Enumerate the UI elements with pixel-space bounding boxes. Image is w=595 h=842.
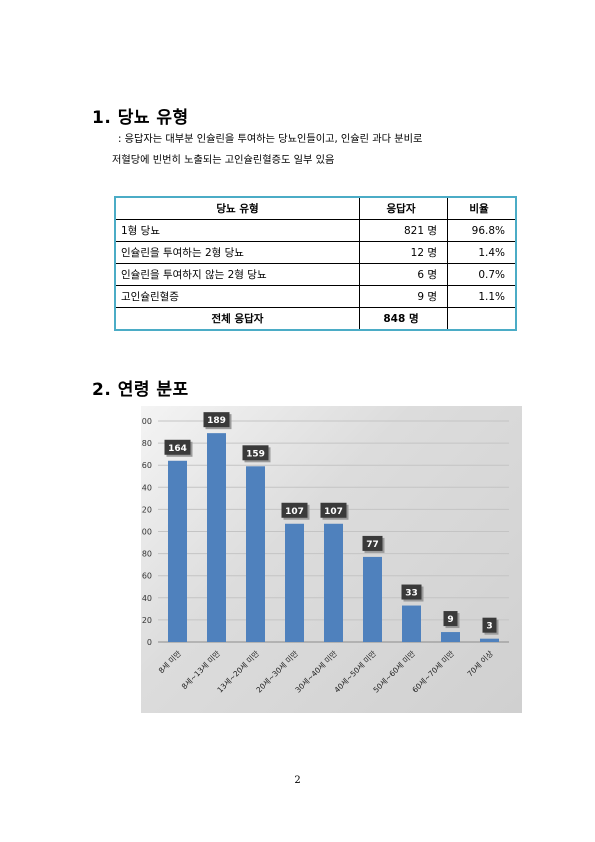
section-description-line-1: : 응답자는 대부분 인슐린을 투여하는 당뇨인들이고, 인슐린 과다 분비로 [118, 134, 423, 145]
data-label-box [164, 439, 191, 455]
y-tick-label: 160 [141, 461, 152, 470]
header-type: 당뇨 유형 [114, 196, 360, 220]
data-label-box [203, 412, 230, 428]
cell-type: 1형 당뇨 [114, 219, 360, 242]
section-description-line-2: 저혈당에 빈번히 노출되는 고인슐린혈증도 일부 있음 [112, 155, 335, 166]
data-label: 159 [246, 449, 265, 459]
cell-respondents: 6 명 [359, 263, 448, 286]
total-ratio [447, 307, 517, 331]
data-label: 189 [207, 416, 226, 426]
table-row: 고인슐린혈증 9 명 1.1% [114, 285, 517, 308]
y-tick-label: 80 [142, 550, 152, 559]
table-row: 인슐린을 투여하지 않는 2형 당뇨 6 명 0.7% [114, 263, 517, 286]
bar [168, 460, 187, 642]
table-row: 1형 당뇨 821 명 96.8% [114, 219, 517, 242]
header-ratio: 비율 [447, 196, 517, 220]
cell-ratio: 1.4% [447, 241, 517, 264]
bar [402, 605, 421, 642]
diabetes-type-table: 당뇨 유형 응답자 비율 1형 당뇨 821 명 96.8% 인슐린을 투여하는… [114, 196, 517, 331]
bar [363, 556, 382, 642]
data-label: 107 [324, 507, 343, 517]
data-label: 107 [285, 507, 304, 517]
cell-respondents: 9 명 [359, 285, 448, 308]
data-label-box [443, 611, 458, 627]
y-tick-label: 120 [141, 505, 152, 514]
cell-ratio: 0.7% [447, 263, 517, 286]
total-respondents: 848 명 [359, 307, 448, 331]
y-tick-label: 60 [142, 572, 152, 581]
cell-ratio: 96.8% [447, 219, 517, 242]
bar [324, 523, 343, 642]
bar [285, 523, 304, 642]
data-label: 9 [447, 615, 453, 625]
y-tick-label: 20 [142, 616, 152, 625]
bar [207, 433, 226, 642]
header-respondents: 응답자 [359, 196, 448, 220]
table-row: 인슐린을 투여하는 2형 당뇨 12 명 1.4% [114, 241, 517, 264]
cell-ratio: 1.1% [447, 285, 517, 308]
y-tick-label: 0 [147, 638, 152, 647]
section-title-diabetes-type: 1. 당뇨 유형 [92, 108, 189, 128]
cell-type: 고인슐린혈증 [114, 285, 360, 308]
data-label: 164 [168, 444, 187, 454]
bar [441, 632, 460, 642]
bar [246, 466, 265, 642]
chart-canvas: 0 20 40 60 80 100 120 140 160 180 200 164 8세 미만 189 8세… [141, 412, 509, 695]
total-label: 전체 응답자 [114, 307, 360, 331]
age-distribution-chart: 0 20 40 60 80 100 120 140 160 180 200 164 8세 미만 189 8세… [141, 406, 522, 713]
cell-type: 인슐린을 투여하는 2형 당뇨 [114, 241, 360, 264]
cell-respondents: 12 명 [359, 241, 448, 264]
cell-respondents: 821 명 [359, 219, 448, 242]
section-title-age-distribution: 2. 연령 분포 [92, 380, 189, 400]
y-tick-label: 140 [141, 483, 152, 492]
data-label-box [242, 445, 269, 461]
data-label-box [482, 617, 497, 633]
data-label: 77 [366, 540, 379, 550]
page-number: 2 [294, 775, 301, 786]
y-tick-label: 40 [142, 594, 152, 603]
data-label: 3 [486, 622, 492, 632]
data-label-box [320, 502, 347, 518]
bar [480, 638, 499, 642]
x-tick-label: 8세~13세 미만 [180, 649, 222, 691]
x-tick-label: 8세 미만 [157, 649, 183, 675]
data-label-box [401, 584, 422, 600]
y-tick-label: 100 [141, 528, 152, 537]
y-tick-label: 200 [141, 417, 152, 426]
table-header-row: 당뇨 유형 응답자 비율 [114, 196, 517, 220]
table-total-row: 전체 응답자 848 명 [114, 307, 517, 331]
x-tick-label: 70세 이상 [465, 648, 495, 678]
x-tick-label: 60세~70세 미만 [410, 649, 456, 695]
cell-type: 인슐린을 투여하지 않는 2형 당뇨 [114, 263, 360, 286]
data-label-box [362, 535, 383, 551]
y-tick-label: 180 [141, 439, 152, 448]
data-label-box [281, 502, 308, 518]
data-label: 33 [405, 589, 418, 599]
